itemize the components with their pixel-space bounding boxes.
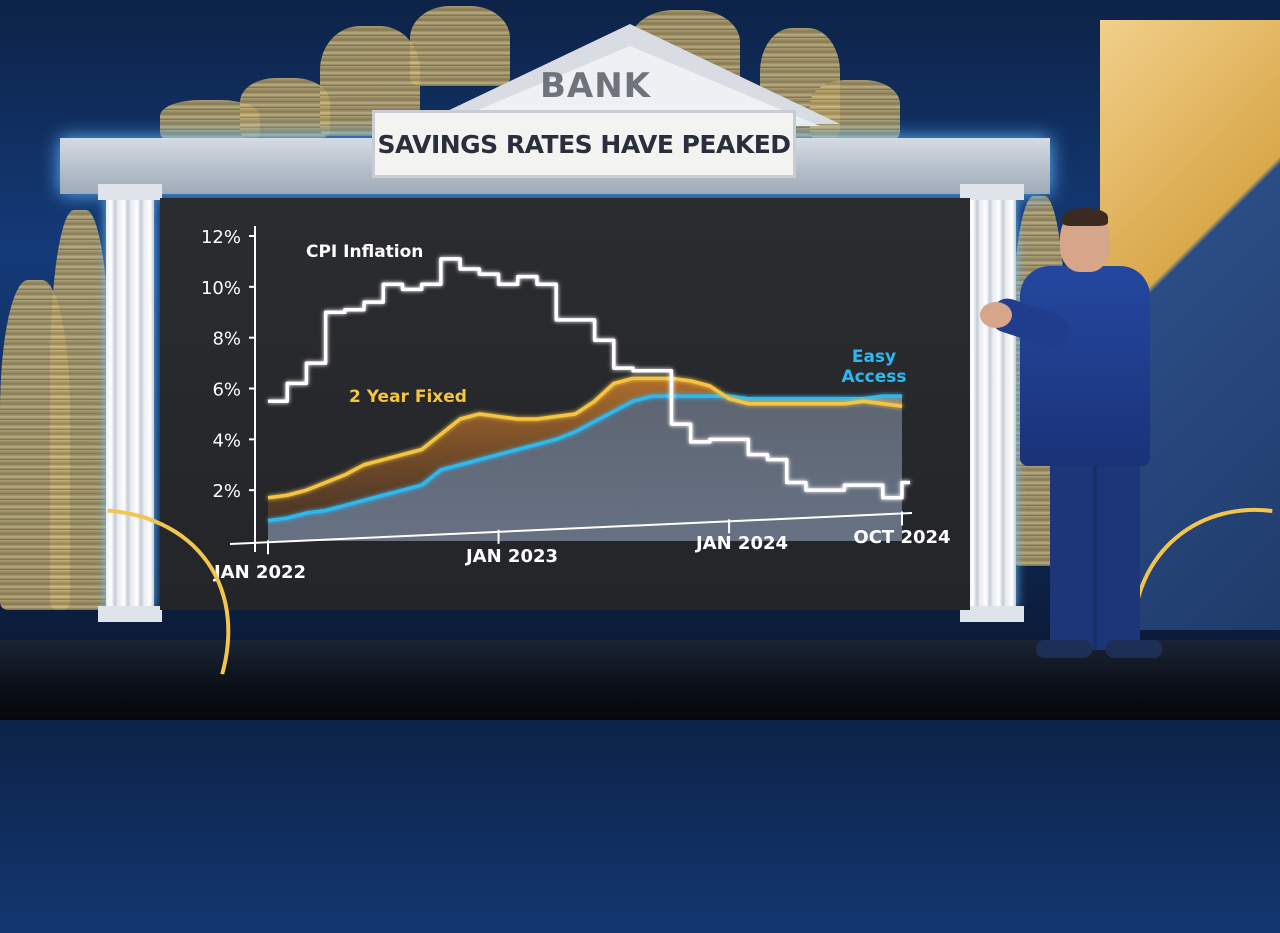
presenter-hair	[1062, 208, 1108, 226]
two-year-fixed-line	[267, 376, 903, 500]
y-tick-label: 4%	[212, 430, 241, 451]
presenter-shoe	[1106, 640, 1162, 658]
y-tick-label: 2%	[212, 481, 241, 502]
cpi-inflation-line	[268, 257, 910, 500]
y-tick-label: 6%	[212, 380, 241, 401]
easy-access-line	[267, 394, 902, 523]
x-tick-label: OCT 2024	[853, 527, 950, 548]
title-plate: SAVINGS RATES HAVE PEAKED	[372, 110, 796, 178]
y-tick-label: 10%	[201, 278, 241, 299]
chart-title: SAVINGS RATES HAVE PEAKED	[377, 129, 791, 159]
two-year-fixed-label: 2 Year Fixed	[349, 387, 467, 407]
x-tick-label: JAN 2022	[212, 562, 306, 583]
coin-stack	[240, 78, 330, 138]
right-column	[960, 184, 1024, 622]
easy-access-area	[268, 396, 902, 541]
presenter-jacket	[1020, 266, 1150, 466]
fixed-rate-area	[268, 378, 902, 521]
presenter	[980, 208, 1170, 670]
y-tick-label: 8%	[212, 329, 241, 350]
easy-access-label: Easy Access	[841, 347, 906, 387]
presenter-shoe	[1036, 640, 1092, 658]
bank-temple: BANK SAVINGS RATES HAVE PEAKED	[60, 18, 1050, 628]
bank-label: BANK	[540, 66, 652, 106]
x-tick-label: JAN 2024	[694, 533, 788, 554]
y-tick-label: 12%	[201, 227, 241, 248]
x-axis-line	[229, 512, 913, 545]
x-tick-label: JAN 2023	[464, 546, 558, 567]
presenter-legs	[1050, 460, 1140, 650]
savings-chart: 2% 4% 6% 8% 10% 12% JAN 2022 JAN 2023 JAN 2024 OC…	[201, 227, 950, 583]
cpi-inflation-label: CPI Inflation	[306, 242, 423, 262]
presenter-hand	[980, 302, 1012, 328]
left-column	[98, 184, 162, 622]
coin-stack	[50, 210, 110, 610]
